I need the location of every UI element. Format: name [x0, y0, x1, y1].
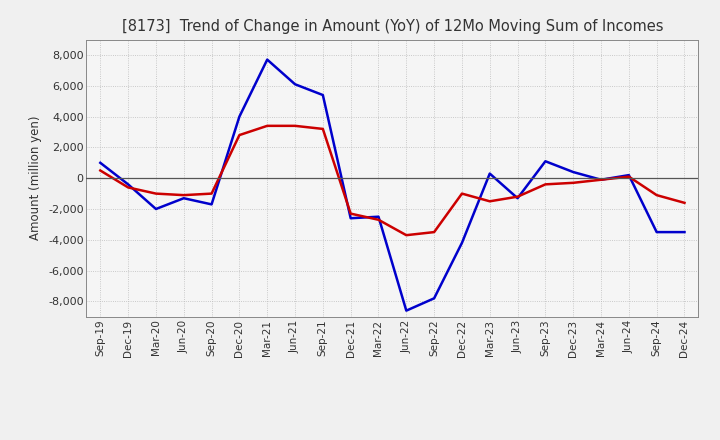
Title: [8173]  Trend of Change in Amount (YoY) of 12Mo Moving Sum of Incomes: [8173] Trend of Change in Amount (YoY) o… [122, 19, 663, 34]
Ordinary Income [318, 92, 327, 98]
Net Income [96, 168, 104, 173]
Net Income [235, 132, 243, 138]
Ordinary Income [263, 57, 271, 62]
Net Income [430, 229, 438, 235]
Ordinary Income [374, 214, 383, 219]
Net Income [402, 232, 410, 238]
Net Income [318, 126, 327, 132]
Ordinary Income [124, 182, 132, 187]
Y-axis label: Amount (million yen): Amount (million yen) [30, 116, 42, 240]
Net Income [597, 177, 606, 182]
Net Income [291, 123, 300, 128]
Ordinary Income [652, 229, 661, 235]
Ordinary Income [430, 296, 438, 301]
Net Income [152, 191, 161, 196]
Ordinary Income [680, 229, 689, 235]
Net Income [207, 191, 216, 196]
Net Income [346, 211, 355, 216]
Net Income [624, 174, 633, 179]
Net Income [263, 123, 271, 128]
Net Income [458, 191, 467, 196]
Ordinary Income [458, 240, 467, 246]
Ordinary Income [152, 206, 161, 212]
Net Income [513, 194, 522, 199]
Line: Net Income: Net Income [100, 126, 685, 235]
Ordinary Income [207, 202, 216, 207]
Net Income [569, 180, 577, 185]
Ordinary Income [291, 81, 300, 87]
Ordinary Income [541, 158, 550, 164]
Net Income [485, 198, 494, 204]
Ordinary Income [96, 160, 104, 165]
Ordinary Income [597, 177, 606, 182]
Net Income [124, 185, 132, 190]
Ordinary Income [346, 216, 355, 221]
Ordinary Income [485, 171, 494, 176]
Ordinary Income [402, 308, 410, 313]
Ordinary Income [569, 169, 577, 175]
Ordinary Income [235, 114, 243, 119]
Ordinary Income [624, 172, 633, 178]
Ordinary Income [513, 195, 522, 201]
Net Income [541, 182, 550, 187]
Net Income [374, 217, 383, 222]
Ordinary Income [179, 195, 188, 201]
Line: Ordinary Income: Ordinary Income [100, 59, 685, 311]
Net Income [680, 200, 689, 205]
Net Income [179, 192, 188, 198]
Net Income [652, 192, 661, 198]
